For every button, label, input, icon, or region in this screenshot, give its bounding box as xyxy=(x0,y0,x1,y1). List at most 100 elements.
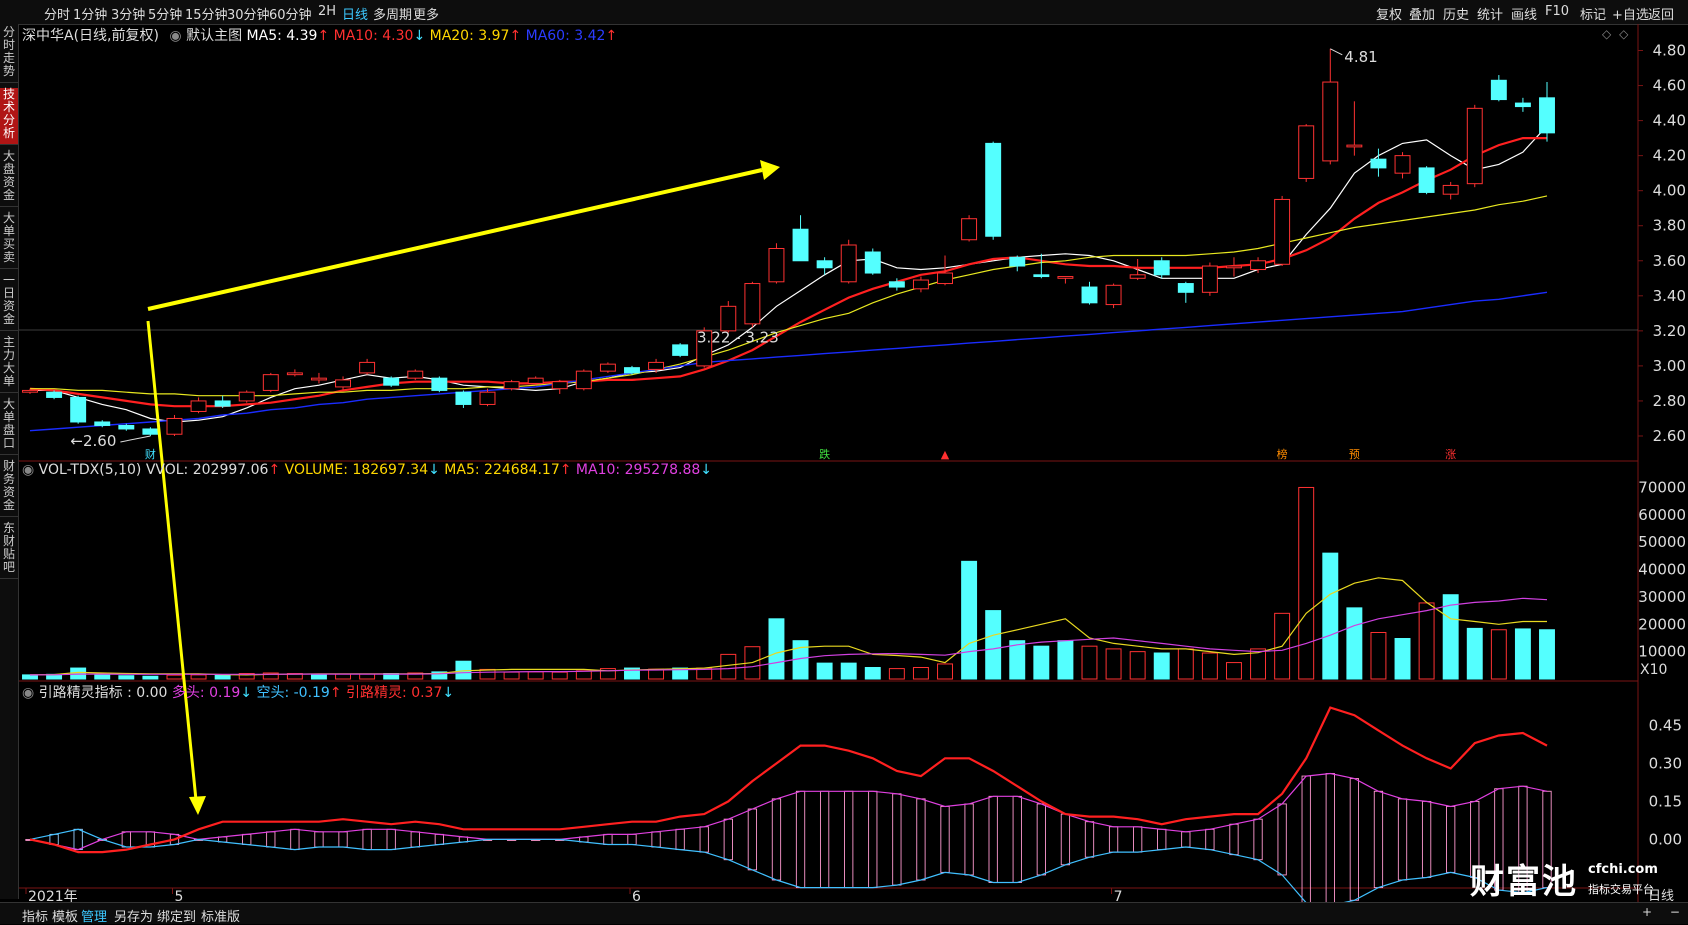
indicator-bar-12 xyxy=(314,831,324,848)
candle-0 xyxy=(22,388,38,394)
period-tab-7[interactable]: 2H xyxy=(318,4,337,19)
period-tab-4[interactable]: 15分钟 xyxy=(185,8,228,23)
bottom-item-4[interactable]: 绑定到 xyxy=(157,910,197,925)
tool-button-1[interactable]: 叠加 xyxy=(1409,8,1436,23)
tool-button-5[interactable]: F10 xyxy=(1545,4,1570,19)
candle-body xyxy=(166,417,183,435)
collapse-icon[interactable]: ◉ xyxy=(22,685,35,701)
volume-bar-33 xyxy=(816,662,833,680)
sidebar-tab-2[interactable]: 大盘资金 xyxy=(0,150,18,207)
tool-button-2[interactable]: 历史 xyxy=(1443,8,1470,23)
candle-body xyxy=(864,251,881,274)
candle-body xyxy=(1394,155,1411,174)
tool-button-7[interactable]: +自选 xyxy=(1612,8,1649,23)
tool-button-4[interactable]: 画线 xyxy=(1511,8,1538,23)
bottom-item-5[interactable]: 标准版 xyxy=(201,910,241,925)
sidebar-tab-7[interactable]: 财务资金 xyxy=(0,460,18,517)
tool-button-3[interactable]: 统计 xyxy=(1477,8,1504,23)
sidebar-tab-8[interactable]: 东财贴吧 xyxy=(0,522,18,579)
indicator-bar-59 xyxy=(1446,806,1456,873)
bottom-item-3[interactable]: 另存为 xyxy=(114,910,154,925)
vol-y-tick-3: 40000 xyxy=(1638,561,1686,579)
candle-body xyxy=(744,283,761,325)
candle-body xyxy=(1153,260,1170,276)
candle-body xyxy=(912,279,929,290)
candle-body xyxy=(1226,265,1242,269)
period-tab-1[interactable]: 1分钟 xyxy=(73,8,108,23)
close-icon[interactable]: ◇ xyxy=(1619,27,1629,41)
period-tab-2[interactable]: 3分钟 xyxy=(111,8,146,23)
sidebar-tab-5[interactable]: 主力大单 xyxy=(0,336,18,393)
candle-17 xyxy=(431,376,448,393)
volume-bar-5 xyxy=(142,675,159,680)
vol-legend-value-3: MA10: 295278.88 xyxy=(571,462,701,478)
vol-y-tick-2: 30000 xyxy=(1638,588,1686,606)
candle-body xyxy=(479,391,496,405)
sidebar-tab-6[interactable]: 大单盘口 xyxy=(0,398,18,455)
bottom-item-2[interactable]: 管理 xyxy=(81,910,108,925)
indicator-bar-46 xyxy=(1133,826,1143,853)
bottom-item-1[interactable]: 模板 xyxy=(52,910,79,925)
candle-8 xyxy=(214,395,231,408)
candle-23 xyxy=(575,369,592,391)
period-tab-10[interactable]: 更多 xyxy=(413,8,440,23)
vol-y-tick-1: 20000 xyxy=(1638,615,1686,633)
volume-bar-12 xyxy=(310,674,327,680)
indicator-bar-58 xyxy=(1421,800,1432,878)
candle-51 xyxy=(1250,257,1267,274)
candle-5 xyxy=(142,427,159,436)
event-marker-4: 预 xyxy=(1349,448,1360,461)
indicator-bar-17 xyxy=(434,833,444,845)
bottom-right-period[interactable]: 日线 xyxy=(1648,889,1675,904)
tool-button-6[interactable]: 标记 xyxy=(1580,8,1607,23)
sidebar-tab-3[interactable]: 大单买卖 xyxy=(0,212,18,269)
high-pointer xyxy=(1330,48,1343,56)
period-tab-9[interactable]: 多周期 xyxy=(373,8,413,23)
candle-body xyxy=(1346,144,1363,148)
volume-bar-54 xyxy=(1322,552,1339,680)
candle-27 xyxy=(672,343,689,358)
collapse-icon[interactable]: ◉ xyxy=(22,462,35,478)
sidebar-tab-0[interactable]: 分时走势 xyxy=(0,26,18,83)
candle-15 xyxy=(383,376,400,387)
main-y-tick-6: 3.80 xyxy=(1653,217,1686,235)
bottom-item-0[interactable]: 指标 xyxy=(22,910,49,925)
candle-39 xyxy=(961,215,978,242)
volume-bar-31 xyxy=(768,618,785,680)
candle-body xyxy=(1033,274,1050,278)
period-tab-8[interactable]: 日线 xyxy=(342,8,369,23)
sidebar-tab-1[interactable]: 技术分析 xyxy=(0,88,18,145)
watermark-url: cfchi.com xyxy=(1588,862,1658,877)
candle-body xyxy=(1539,97,1555,134)
period-tab-0[interactable]: 分时 xyxy=(44,8,71,23)
indicator-bar-35 xyxy=(868,790,878,889)
low-pointer xyxy=(120,435,151,443)
candle-body xyxy=(1201,265,1218,293)
period-tab-6[interactable]: 60分钟 xyxy=(269,8,312,23)
period-tab-5[interactable]: 30分钟 xyxy=(227,8,270,23)
indicator-legend: ◉ 引路精灵指标 : 0.00 多头: 0.19↓ 空头: -0.19↑ 引路精… xyxy=(22,682,454,702)
indicator-bar-33 xyxy=(819,790,830,889)
zoom-in-icon[interactable]: + xyxy=(1642,905,1653,919)
diamond-icon[interactable]: ◇ xyxy=(1602,27,1612,41)
candle-18 xyxy=(455,390,472,408)
volume-bar-16 xyxy=(407,672,424,680)
indicator-bar-47 xyxy=(1157,828,1167,851)
indicator-bar-56 xyxy=(1373,790,1384,889)
candle-46 xyxy=(1129,259,1146,281)
indicator-name[interactable]: 默认主图 xyxy=(186,28,243,44)
volume-bar-63 xyxy=(1539,629,1555,680)
candle-body xyxy=(1466,107,1483,185)
candle-body xyxy=(624,367,640,374)
tool-button-0[interactable]: 复权 xyxy=(1376,8,1403,23)
volume-bar-37 xyxy=(912,667,929,680)
indicator-bar-45 xyxy=(1108,826,1119,853)
sidebar-tab-4[interactable]: 一日资金 xyxy=(0,274,18,331)
tool-button-8[interactable]: 返回 xyxy=(1648,8,1675,23)
candle-44 xyxy=(1081,281,1098,305)
candle-body xyxy=(22,389,38,393)
volume-bar-19 xyxy=(479,668,496,680)
zoom-out-icon[interactable]: − xyxy=(1669,905,1680,919)
period-tab-3[interactable]: 5分钟 xyxy=(148,8,183,23)
collapse-icon[interactable]: ◉ xyxy=(169,28,182,44)
